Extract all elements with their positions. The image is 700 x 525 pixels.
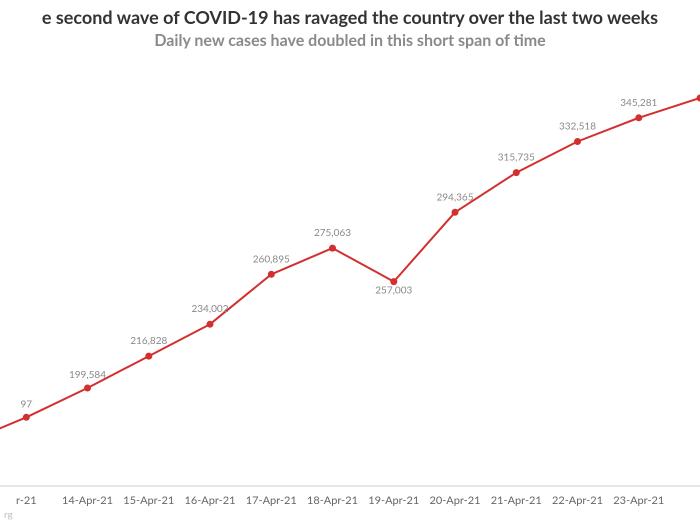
data-point-label: 345,281 — [620, 97, 657, 109]
data-point-label: 294,365 — [436, 191, 473, 203]
data-point — [513, 169, 520, 176]
x-tick-label: 20-Apr-21 — [429, 494, 480, 507]
data-point — [145, 353, 152, 360]
chart-source: rg — [4, 509, 13, 521]
covid-second-wave-chart: e second wave of COVID-19 has ravaged th… — [0, 0, 700, 525]
data-point-label: 97 — [20, 398, 32, 410]
x-tick-label: 15-Apr-21 — [123, 494, 174, 507]
data-point — [268, 271, 275, 278]
data-point-label: 199,584 — [69, 369, 106, 381]
x-tick-label: r-21 — [16, 494, 37, 507]
data-point-label: 275,063 — [314, 227, 351, 239]
data-point-label: 332,518 — [559, 121, 596, 133]
chart-subtitle: Daily new cases have doubled in this sho… — [0, 31, 700, 51]
data-point — [23, 414, 30, 421]
x-tick-label: 23-Apr-21 — [613, 494, 664, 507]
x-tick-label: 16-Apr-21 — [184, 494, 235, 507]
data-point — [84, 385, 91, 392]
x-tick-label: 14-Apr-21 — [62, 494, 113, 507]
series-line — [0, 98, 700, 443]
chart-title: e second wave of COVID-19 has ravaged th… — [0, 6, 700, 29]
data-point — [452, 209, 459, 216]
data-point — [697, 95, 700, 102]
chart-titles: e second wave of COVID-19 has ravaged th… — [0, 6, 700, 51]
data-point-label: 257,003 — [375, 285, 412, 297]
x-tick-label: 17-Apr-21 — [246, 494, 297, 507]
data-point — [207, 321, 214, 328]
x-tick-label: 22-Apr-21 — [552, 494, 603, 507]
x-tick-label: 19-Apr-21 — [368, 494, 419, 507]
data-point-label: 216,828 — [130, 335, 167, 347]
data-point — [635, 114, 642, 121]
data-point-label: 260,895 — [253, 253, 290, 265]
x-tick-label: 18-Apr-21 — [307, 494, 358, 507]
x-tick-label: 21-Apr-21 — [491, 494, 542, 507]
data-point — [574, 138, 581, 145]
data-point-label: 315,735 — [498, 152, 535, 164]
data-point — [329, 245, 336, 252]
chart-svg: 97 r-21 199,584 14-Apr-21 216,828 15-Apr-21 23… — [0, 0, 700, 525]
data-point-label: 234,002 — [191, 303, 228, 315]
